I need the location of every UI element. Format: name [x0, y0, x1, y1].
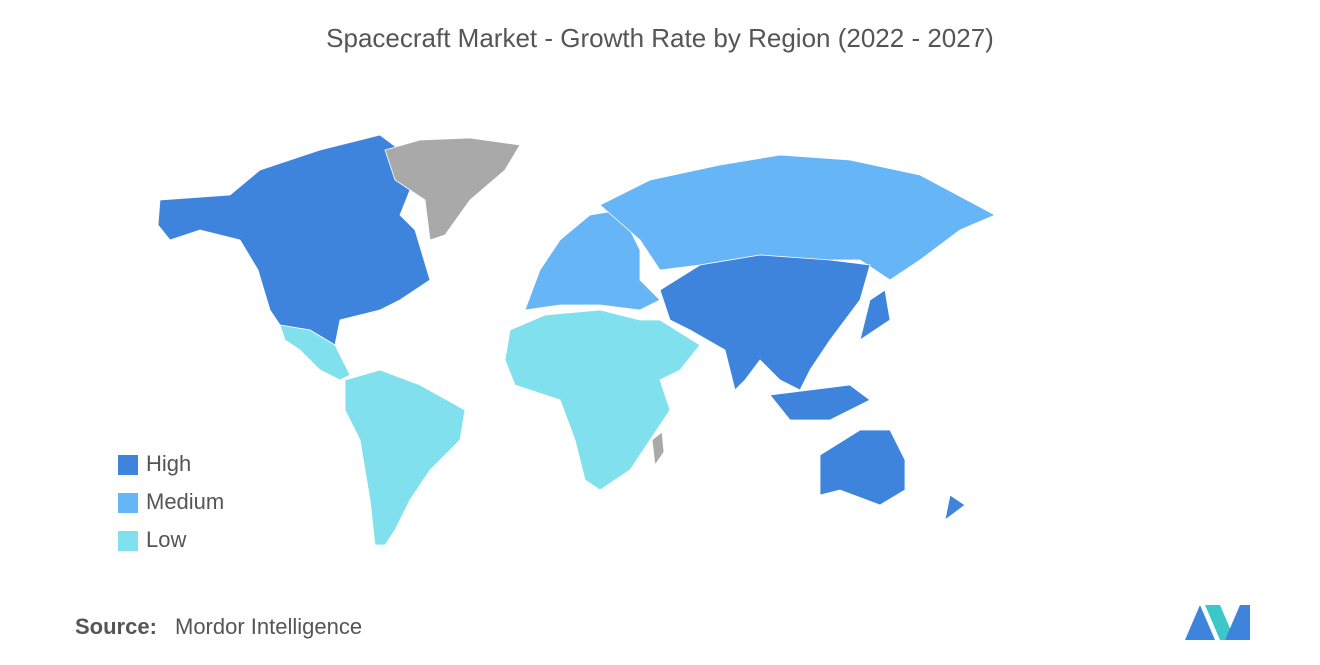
asia: [659, 254, 871, 391]
chart-title: Spacecraft Market - Growth Rate by Regio…: [326, 23, 994, 53]
legend-swatch: [118, 531, 138, 551]
legend: High Medium Low: [118, 451, 224, 552]
madagascar: [651, 431, 665, 467]
russia: [599, 154, 996, 281]
legend-label: Medium: [146, 489, 224, 514]
logo-shape: [1225, 605, 1250, 640]
north-america: [157, 134, 431, 346]
logo-shape: [1205, 605, 1235, 640]
japan: [859, 289, 891, 341]
new-zealand: [944, 494, 966, 521]
logo-shape: [1185, 605, 1215, 640]
legend-label: Low: [146, 527, 186, 552]
greenland: [384, 137, 521, 241]
logo: [1185, 605, 1250, 640]
southeast-asia: [769, 384, 871, 421]
source-text: Mordor Intelligence: [175, 614, 362, 639]
source-label: Source:: [75, 614, 157, 639]
world-map: [157, 134, 996, 546]
legend-swatch: [118, 493, 138, 513]
legend-swatch: [118, 455, 138, 475]
australia: [819, 429, 906, 506]
south-america: [344, 369, 466, 546]
central-america: [279, 324, 351, 381]
africa-middle-east: [504, 309, 701, 491]
europe: [524, 209, 661, 311]
legend-label: High: [146, 451, 191, 476]
